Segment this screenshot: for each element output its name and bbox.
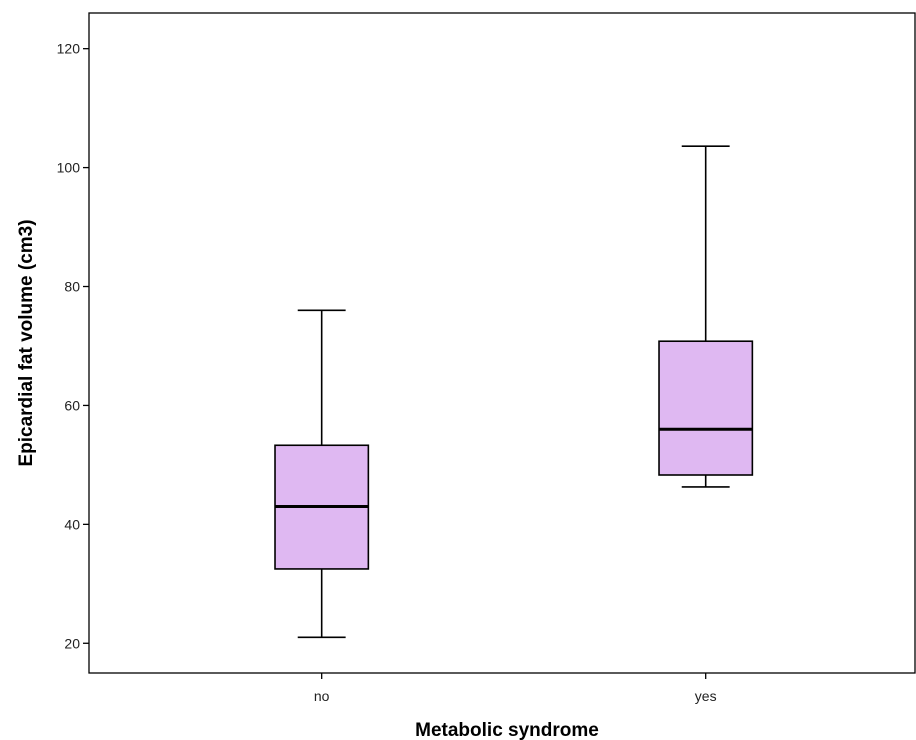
y-tick-label: 120 — [57, 41, 81, 57]
x-tick-label: no — [314, 688, 330, 704]
plot-frame — [88, 12, 916, 674]
x-axis-ticks: no yes — [314, 673, 717, 704]
y-tick-label: 40 — [64, 516, 80, 532]
y-tick-label: 60 — [64, 397, 80, 413]
boxes-group — [274, 145, 754, 639]
box-yes — [658, 145, 754, 488]
y-tick-label: 100 — [57, 160, 81, 176]
iqr-box — [658, 340, 754, 476]
y-tick-label: 20 — [64, 635, 80, 651]
box-no — [274, 309, 370, 639]
y-tick-label: 80 — [64, 279, 80, 295]
y-axis-ticks: 20 40 60 80 100 120 — [57, 41, 89, 651]
x-tick-label: yes — [695, 688, 717, 704]
y-axis-title: Epicardial fat volume (cm3) — [16, 219, 37, 466]
x-axis-title: Metabolic syndrome — [415, 720, 599, 740]
